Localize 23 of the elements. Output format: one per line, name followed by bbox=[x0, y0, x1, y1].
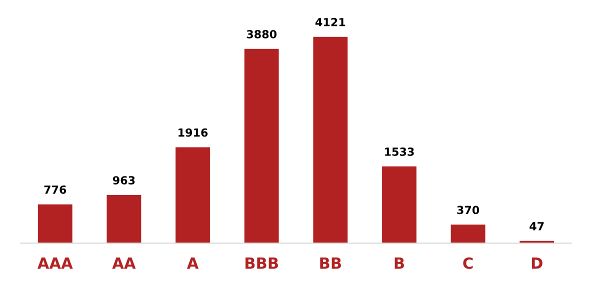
x-tick-label: B bbox=[394, 258, 404, 269]
data-label: 4121 bbox=[315, 18, 346, 26]
x-tick-label: D bbox=[532, 258, 542, 269]
x-tick-label: AAA bbox=[37, 258, 73, 269]
x-tick-label: C bbox=[463, 257, 473, 269]
data-label: 47 bbox=[530, 222, 544, 230]
bar bbox=[106, 194, 142, 244]
bar bbox=[313, 36, 348, 244]
data-label: 370 bbox=[457, 206, 480, 214]
bar bbox=[38, 204, 72, 244]
x-tick-label: BB bbox=[320, 258, 341, 269]
x-tick-label: A bbox=[186, 258, 199, 269]
bar bbox=[176, 147, 210, 244]
x-tick-label: BBB bbox=[246, 258, 278, 269]
bar bbox=[244, 48, 279, 244]
x-tick-label: AA bbox=[112, 258, 136, 269]
data-label: 3880 bbox=[246, 30, 277, 38]
bar bbox=[450, 224, 486, 244]
data-label: 776 bbox=[44, 185, 66, 194]
data-label: 963 bbox=[112, 176, 135, 184]
data-label: 1916 bbox=[178, 128, 208, 137]
bar bbox=[382, 166, 416, 244]
data-label: 1533 bbox=[385, 148, 414, 156]
